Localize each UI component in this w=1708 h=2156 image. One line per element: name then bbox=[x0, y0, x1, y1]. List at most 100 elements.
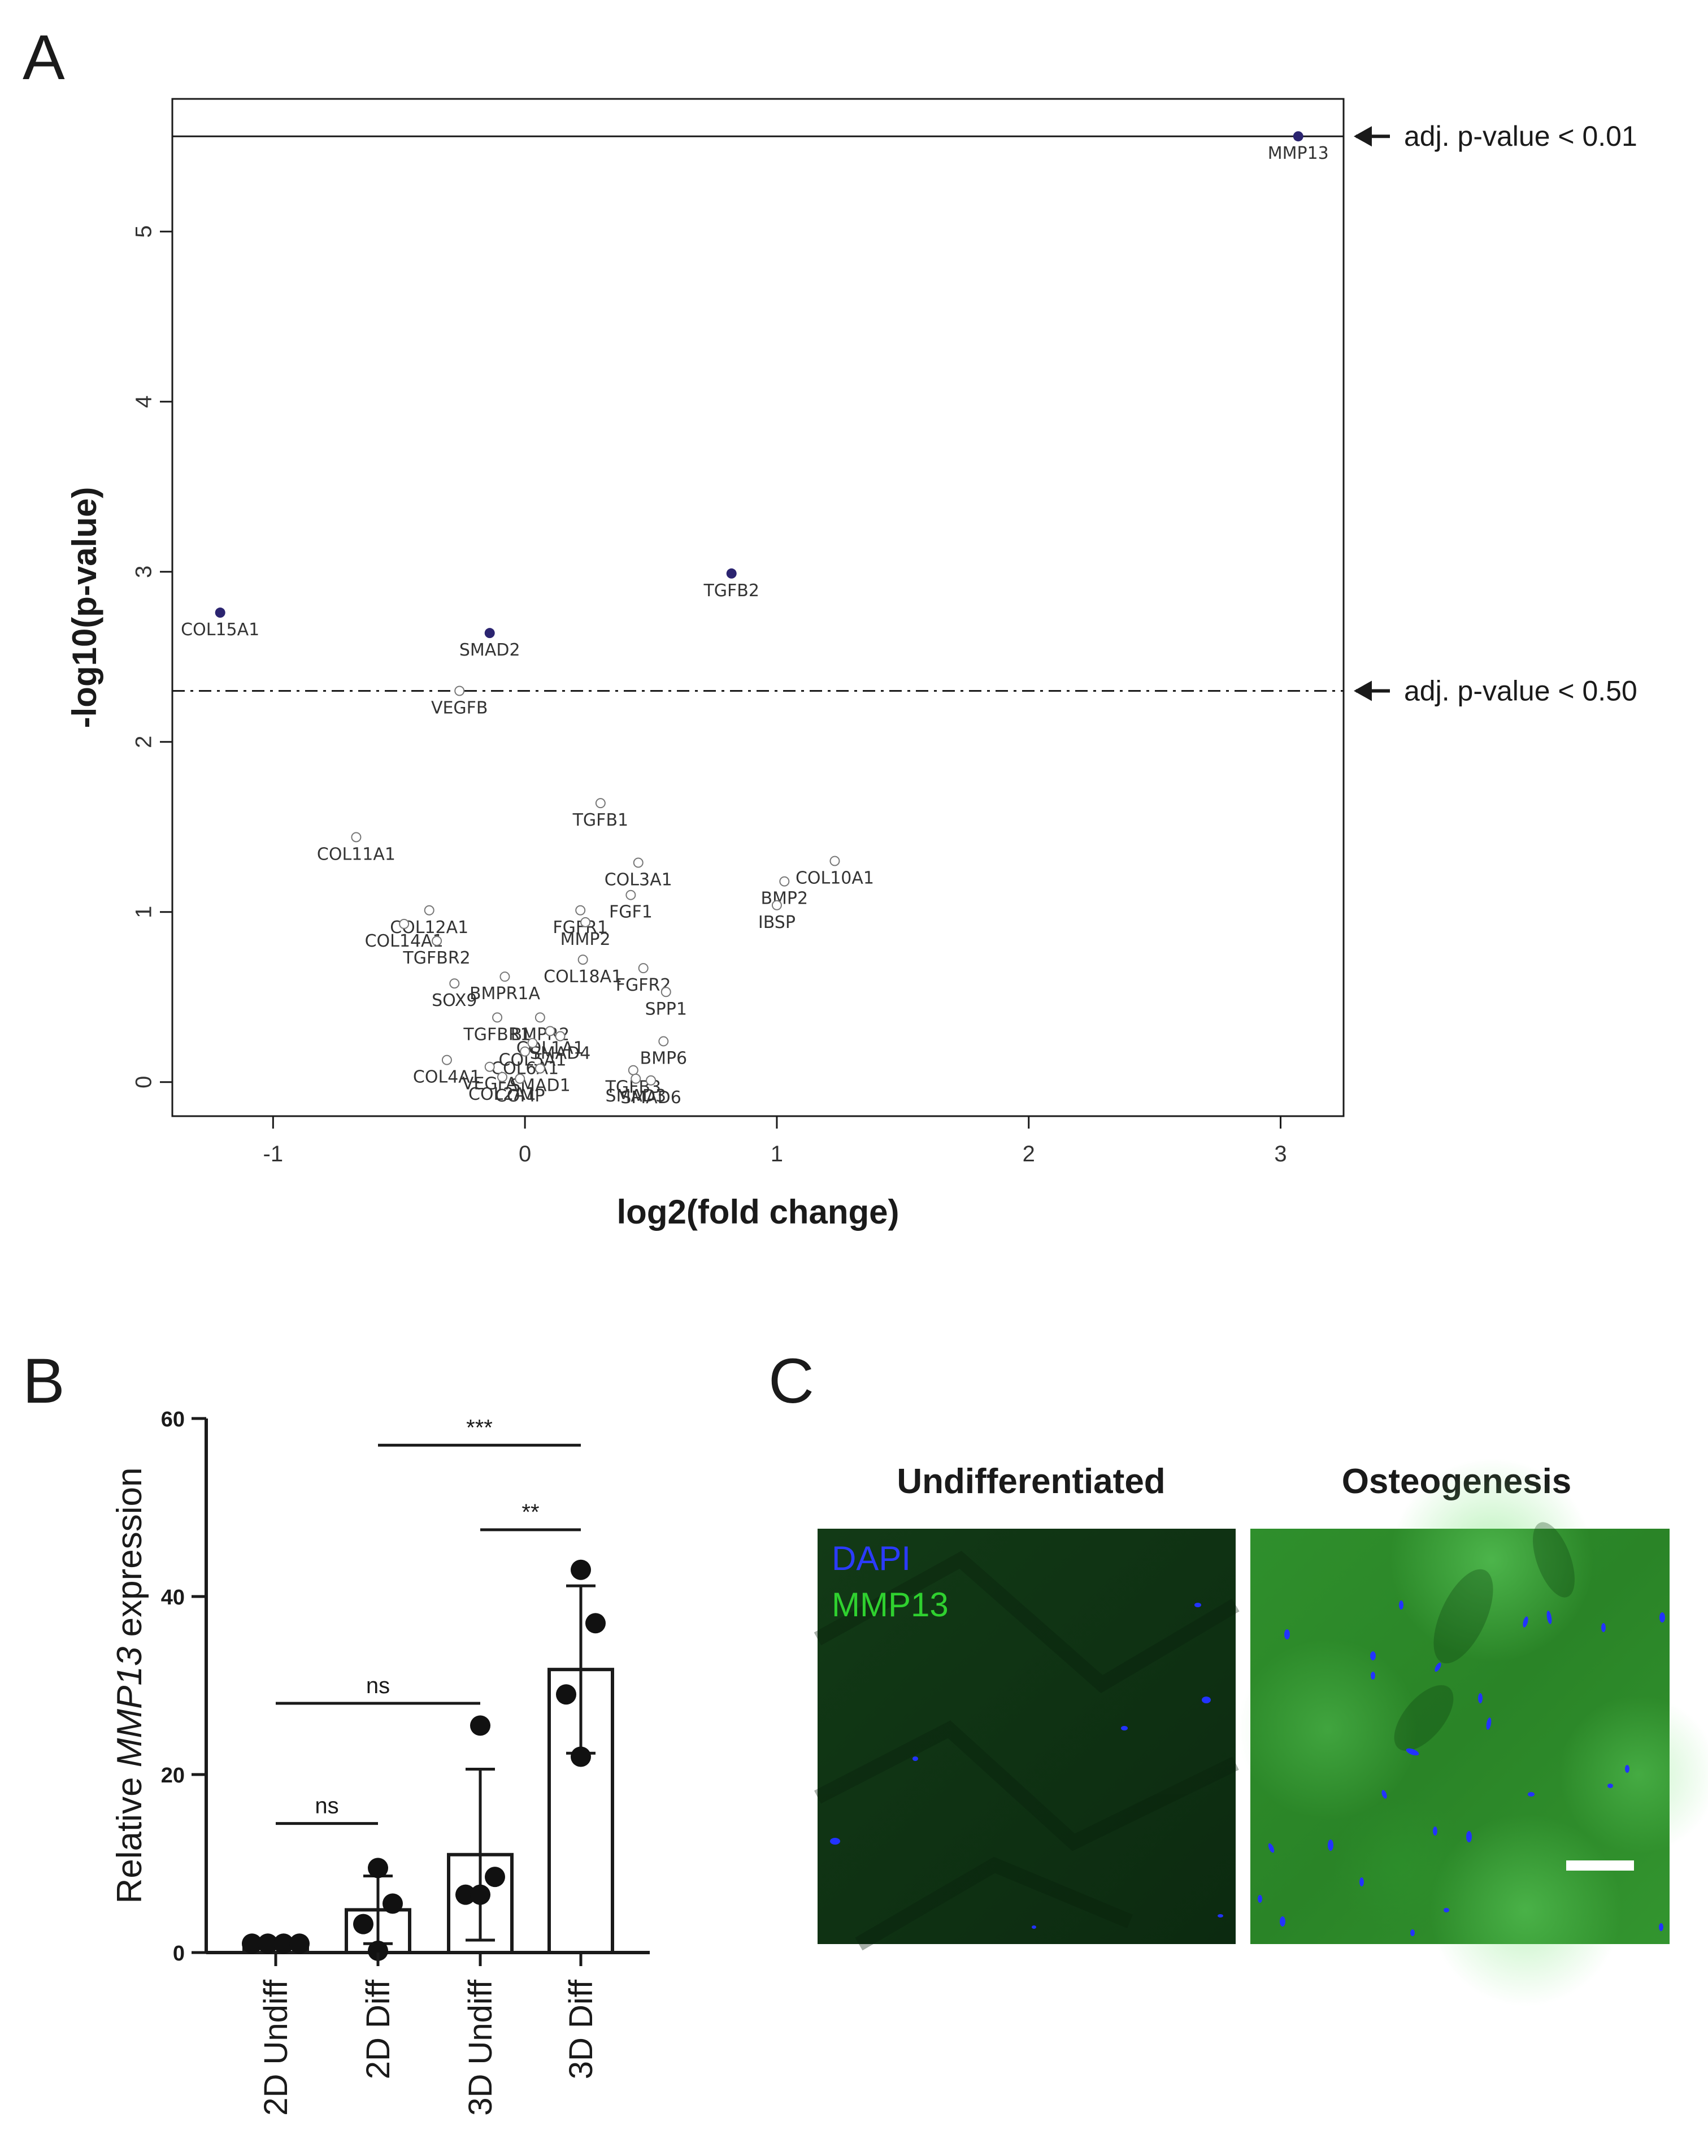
point bbox=[399, 918, 410, 929]
gene-label: COL4A1 bbox=[413, 1068, 481, 1087]
gene-label: COL14A1 bbox=[365, 931, 444, 951]
x-tick-label: 3 bbox=[1274, 1142, 1287, 1166]
gene-label: TGFB1 bbox=[572, 810, 629, 830]
point bbox=[432, 935, 442, 946]
point bbox=[351, 832, 362, 843]
x-tick-label: 0 bbox=[519, 1142, 531, 1166]
significance-label: *** bbox=[466, 1415, 493, 1440]
replicate-dot bbox=[242, 1933, 262, 1954]
volcano-plot: -1 0 1 2 3 0 1 2 3 4 5 log2(fold change) -log10(p-va… bbox=[66, 98, 1637, 1231]
replicate-dot bbox=[485, 1867, 505, 1888]
point bbox=[441, 1055, 452, 1065]
point bbox=[595, 798, 606, 809]
replicate-dot bbox=[556, 1684, 576, 1705]
y-tick-label: 20 bbox=[161, 1764, 185, 1788]
point bbox=[454, 686, 465, 696]
x-tick-label: 2 bbox=[1023, 1142, 1035, 1166]
gene-label: TGFBR1 bbox=[463, 1025, 531, 1044]
gene-label: BMP2 bbox=[760, 889, 808, 909]
y-tick-label: 3 bbox=[132, 566, 157, 578]
significance-label: ns bbox=[366, 1673, 390, 1698]
gene-label: BMP6 bbox=[640, 1049, 687, 1069]
point bbox=[580, 917, 591, 927]
bar-chart: 0 20 40 60 Relative MMP13 expression 2D Undif… bbox=[110, 1408, 650, 2116]
plot-frame bbox=[171, 98, 1345, 1117]
point bbox=[555, 1031, 566, 1042]
replicate-dot bbox=[273, 1933, 294, 1954]
gene-label: SMAD6 bbox=[620, 1088, 681, 1108]
gene-label: COL5A1 bbox=[499, 1051, 567, 1070]
point-significant bbox=[726, 568, 737, 579]
y-tick-label: 0 bbox=[132, 1076, 157, 1088]
point bbox=[527, 1038, 538, 1048]
y-axis-title: Relative MMP13 expression bbox=[110, 1468, 149, 1904]
point bbox=[646, 1075, 657, 1086]
y-axis-title-gene: MMP13 bbox=[110, 1647, 149, 1768]
scale-bar bbox=[1566, 1860, 1634, 1871]
replicate-dot bbox=[289, 1933, 310, 1954]
gene-label: COL3A1 bbox=[605, 870, 672, 890]
category-label: 2D Undiff bbox=[258, 1979, 294, 2116]
category-label: 3D Undiff bbox=[462, 1979, 499, 2116]
dapi-nuclei-osteogenesis bbox=[1258, 1600, 1665, 1936]
replicate-dot bbox=[368, 1940, 388, 1961]
panel-c-letter: C bbox=[768, 1346, 814, 1416]
point bbox=[449, 978, 460, 989]
x-axis-title: log2(fold change) bbox=[617, 1193, 899, 1231]
y-tick-label: 40 bbox=[161, 1586, 185, 1610]
micrograph-undifferentiated: DAPI MMP13 bbox=[814, 1529, 1240, 1951]
point bbox=[660, 987, 671, 997]
point-significant bbox=[484, 628, 495, 639]
gene-label: BMPR1A bbox=[470, 984, 540, 1004]
legend-dapi: DAPI bbox=[832, 1539, 911, 1577]
point bbox=[771, 900, 782, 910]
micrograph-title-undifferentiated: Undifferentiated bbox=[897, 1462, 1165, 1501]
point bbox=[577, 955, 588, 965]
point bbox=[628, 1065, 638, 1075]
gene-label: COL10A1 bbox=[796, 868, 874, 888]
point bbox=[633, 857, 644, 868]
point bbox=[658, 1036, 669, 1047]
dapi-nuclei bbox=[830, 1603, 1223, 1929]
point bbox=[779, 876, 790, 887]
y-tick-label: 2 bbox=[132, 736, 157, 748]
y-tick-label: 0 bbox=[173, 1942, 185, 1966]
gene-label: COL18A1 bbox=[544, 967, 622, 987]
replicate-dot bbox=[368, 1858, 388, 1879]
point bbox=[484, 1061, 495, 1072]
category-label: 3D Diff bbox=[563, 1979, 599, 2079]
panel-b-letter: B bbox=[23, 1346, 65, 1416]
y-tick-label: 5 bbox=[132, 225, 157, 238]
point bbox=[829, 856, 840, 866]
replicate-dot bbox=[383, 1893, 403, 1914]
y-tick-label: 4 bbox=[132, 396, 157, 408]
replicate-dot bbox=[571, 1746, 591, 1767]
y-axis-title-suffix: expression bbox=[110, 1468, 149, 1647]
gene-label: VEGFB bbox=[431, 698, 488, 718]
point bbox=[545, 1026, 555, 1036]
replicate-dot bbox=[585, 1613, 606, 1634]
threshold-label: adj. p-value < 0.01 bbox=[1404, 120, 1637, 152]
replicate-dot bbox=[353, 1914, 373, 1934]
y-axis-title-prefix: Relative bbox=[110, 1767, 149, 1903]
point bbox=[515, 1073, 525, 1084]
x-tick-label: -1 bbox=[263, 1142, 284, 1166]
point bbox=[575, 905, 586, 916]
replicate-dot bbox=[258, 1933, 278, 1954]
x-tick-label: 1 bbox=[771, 1142, 783, 1166]
gene-label: FGF1 bbox=[609, 903, 653, 922]
point bbox=[520, 1046, 531, 1057]
gene-label: SMAD3 bbox=[605, 1086, 666, 1106]
gene-label: SMAD2 bbox=[459, 640, 520, 660]
point-significant bbox=[1293, 131, 1303, 142]
legend-mmp13: MMP13 bbox=[832, 1586, 949, 1624]
gene-label: MMP2 bbox=[560, 930, 611, 949]
gene-label: COMP bbox=[495, 1086, 545, 1106]
point bbox=[499, 971, 510, 982]
gene-label: VEGFA bbox=[462, 1074, 518, 1094]
gene-label: TGFBR2 bbox=[402, 948, 470, 968]
threshold-arrow-head bbox=[1354, 680, 1372, 701]
point bbox=[638, 963, 649, 974]
significance-label: ** bbox=[521, 1500, 539, 1525]
